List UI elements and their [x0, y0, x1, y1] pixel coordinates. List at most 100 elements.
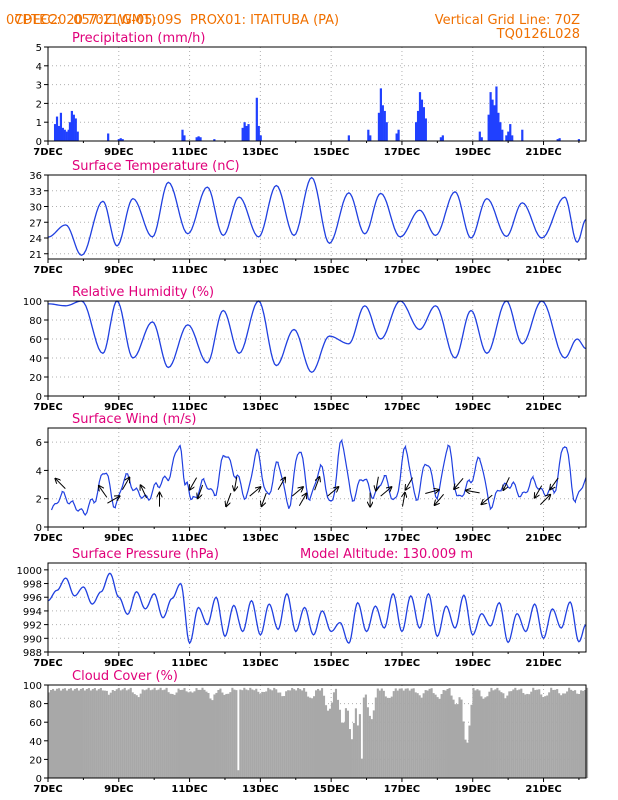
precip-bar	[243, 122, 246, 141]
x-tick-label: 17DEC	[384, 147, 420, 158]
panel-frame	[47, 46, 587, 142]
cloud-bar	[61, 688, 65, 778]
header-run-id: TQ0126L028	[496, 27, 580, 42]
cloud-bar	[402, 690, 405, 778]
y-tick-label: 20	[29, 373, 42, 384]
cloud-bar	[386, 697, 389, 778]
precip-bar	[59, 112, 63, 141]
x-tick-label: 13DEC	[242, 402, 278, 413]
cloud-bar	[506, 695, 509, 778]
cloud-bar	[179, 690, 182, 778]
cloud-bar	[199, 689, 202, 778]
precip-bar	[367, 129, 370, 141]
cloud-bar	[336, 699, 340, 778]
cloud-bar	[237, 770, 240, 778]
x-tick-label: 9DEC	[104, 402, 133, 413]
cloud-bar	[309, 697, 312, 778]
cloud-bar	[524, 694, 527, 778]
precip-bar	[495, 86, 498, 141]
cloud-bar	[392, 691, 395, 778]
cloud-bar	[356, 725, 359, 778]
wind-direction-arrow	[121, 478, 129, 490]
x-tick-label: 13DEC	[242, 658, 278, 669]
cloud-bar	[498, 690, 501, 778]
cloud-bar	[81, 688, 84, 778]
y-tick-label: 33	[29, 187, 42, 198]
precip-bar	[72, 114, 75, 141]
cloud-bar	[193, 691, 196, 778]
cloud-bar	[558, 693, 561, 778]
cloud-bar	[165, 687, 168, 778]
cloud-bar	[209, 698, 212, 778]
cloud-bar	[299, 689, 302, 778]
x-tick-label: 15DEC	[313, 265, 349, 276]
cloud-bar	[540, 694, 543, 778]
cloud-bar	[233, 689, 236, 778]
cloud-bar	[123, 687, 126, 778]
cloud-bar	[322, 695, 326, 778]
precip-bar	[255, 97, 258, 141]
header-title: CPTEC: 057:11W-05:09S PROX01: ITAITUBA (…	[6, 0, 339, 28]
cloud-bar	[320, 688, 324, 778]
y-tick-label: 990	[23, 634, 42, 645]
cloud-bar	[115, 689, 118, 778]
cloud-bar	[149, 690, 152, 778]
cloud-bar	[317, 688, 320, 778]
panel-6: 0 20 40 60 80 100 7DEC 9DEC 11DEC 13DEC 15DEC 17DEC…	[23, 669, 589, 795]
cloud-bar	[460, 699, 463, 778]
pressure-series-line	[47, 572, 587, 645]
cloud-bar	[476, 689, 479, 778]
precip-bar	[119, 138, 122, 141]
cloud-bar	[103, 690, 106, 778]
cloud-bar	[269, 689, 272, 778]
cloud-bar	[147, 687, 150, 778]
y-tick-label: 0	[36, 523, 42, 534]
cloud-bar	[279, 692, 282, 778]
x-tick-label: 19DEC	[455, 658, 491, 669]
x-tick-label: 7DEC	[33, 147, 62, 158]
cloud-bar	[285, 691, 288, 778]
panel-frame	[47, 300, 587, 397]
cloud-bar	[548, 692, 551, 778]
y-tick-label: 40	[29, 737, 42, 748]
cloud-bar	[408, 690, 411, 778]
cloud-bar	[328, 708, 332, 778]
cloud-bar	[153, 687, 156, 778]
cloud-bar	[295, 690, 298, 778]
cloud-bar	[257, 691, 260, 778]
cloud-bar	[378, 690, 381, 778]
panel-title: Cloud Cover (%)	[72, 669, 178, 684]
y-tick-label: 100	[23, 681, 42, 692]
cloud-bar	[474, 690, 477, 778]
cloud-bar	[119, 690, 122, 778]
cloud-bar	[93, 688, 96, 778]
cloud-bar	[277, 692, 280, 778]
cloud-bar	[211, 700, 214, 778]
precip-bar	[424, 118, 427, 141]
cloud-bar	[324, 705, 328, 778]
panel-1: 0 1 2 3 4 5 7DEC 9DEC 11DEC 13DEC 15DEC 17DEC 19DEC 2…	[33, 31, 587, 158]
cloud-bar	[582, 690, 585, 778]
precip-bar	[491, 99, 494, 141]
cloud-bar	[73, 688, 77, 778]
precip-bar	[65, 131, 68, 141]
x-tick-label: 17DEC	[384, 658, 420, 669]
x-tick-label: 11DEC	[171, 533, 207, 544]
cloud-bar	[181, 689, 184, 778]
wind-direction-arrow	[376, 476, 378, 491]
precip-bar	[478, 131, 481, 141]
cloud-bar	[442, 690, 445, 778]
cloud-bar	[544, 696, 547, 778]
wind-direction-arrow	[403, 493, 405, 507]
cloud-bar	[370, 719, 373, 778]
cloud-bar	[203, 689, 206, 778]
cloud-bar	[510, 691, 513, 778]
cloud-bar	[59, 690, 63, 778]
cloud-bar	[450, 695, 453, 778]
cloud-bar	[261, 691, 264, 778]
cloud-bar	[227, 693, 230, 778]
cloud-bar	[394, 688, 397, 778]
wind-direction-arrow	[291, 487, 303, 497]
y-tick-label: 80	[29, 700, 42, 711]
x-tick-label: 9DEC	[104, 533, 133, 544]
